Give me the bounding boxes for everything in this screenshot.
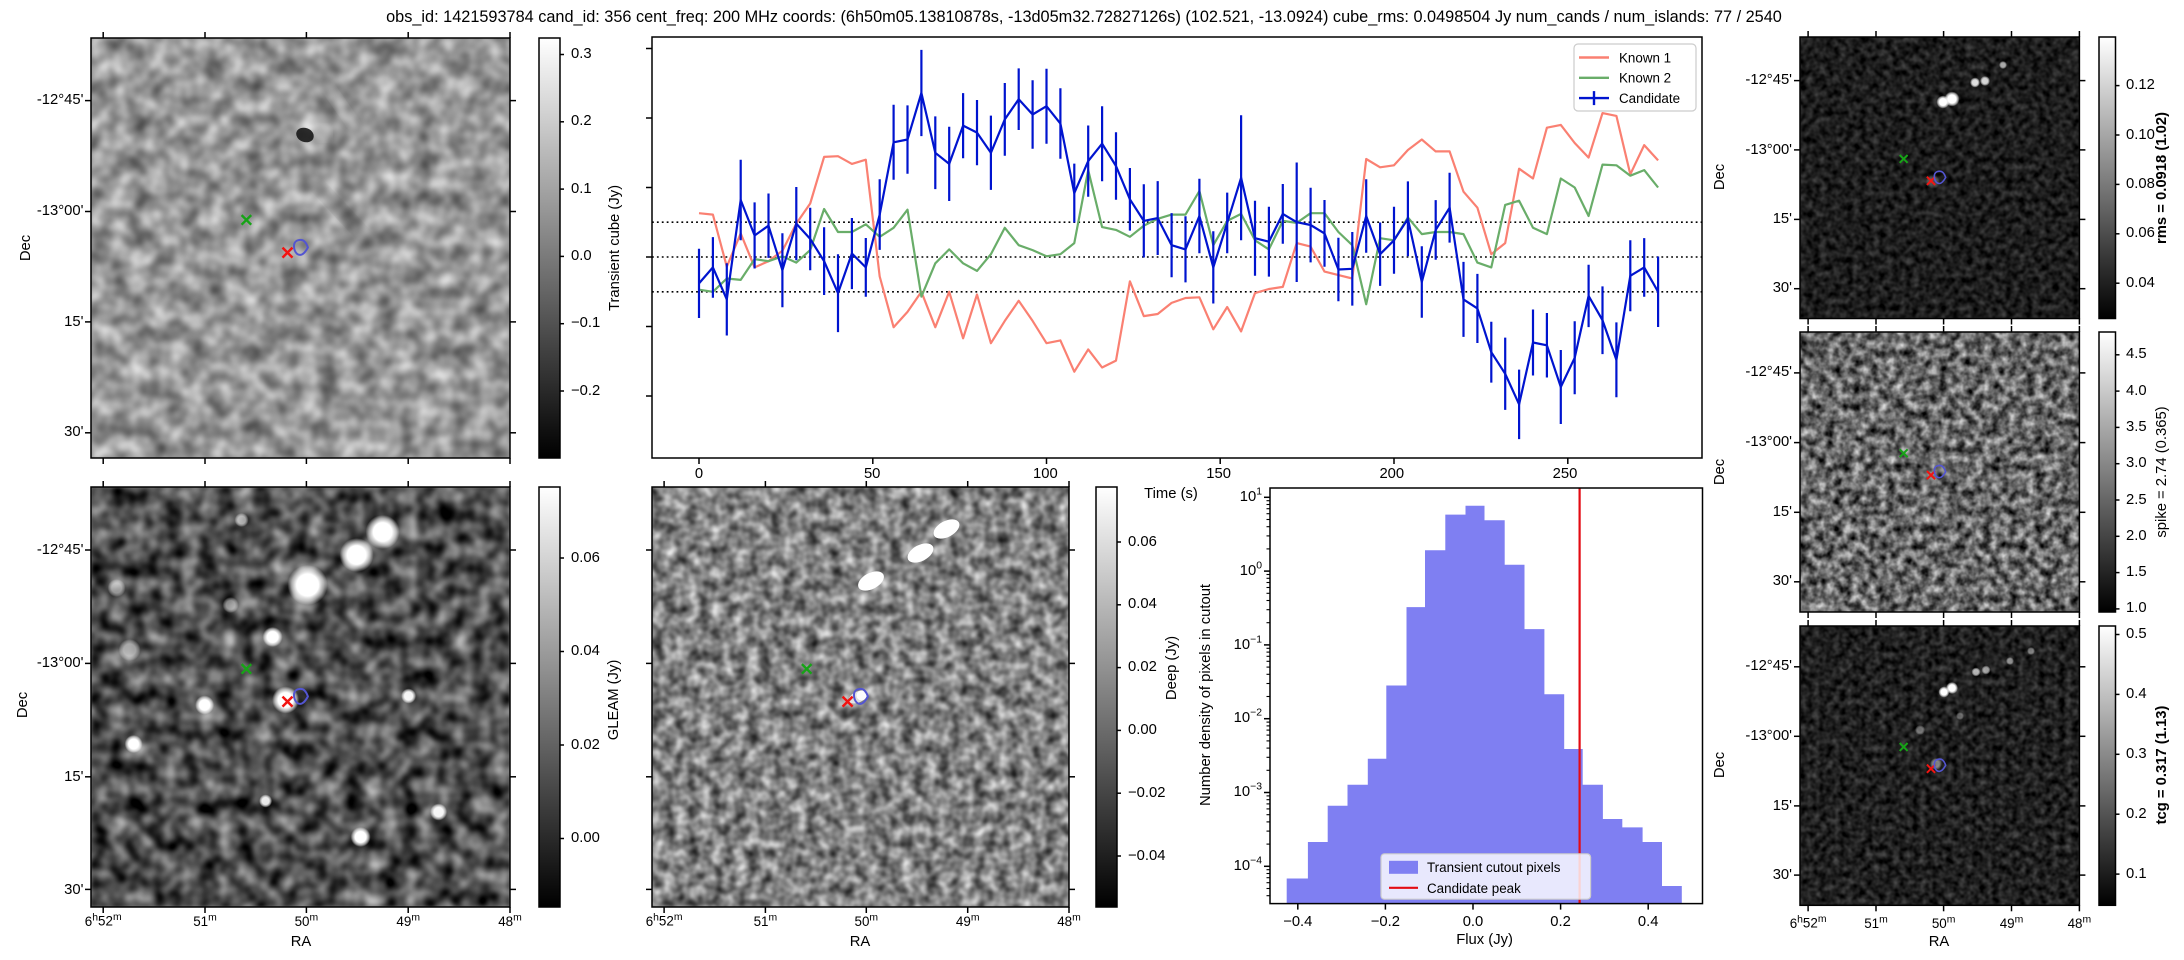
svg-text:50m: 50m bbox=[1932, 915, 1956, 932]
svg-text:Transient cube (Jy): Transient cube (Jy) bbox=[607, 185, 623, 311]
svg-text:50m: 50m bbox=[295, 912, 319, 929]
svg-text:spike = 2.74 (0.365): spike = 2.74 (0.365) bbox=[2154, 406, 2170, 537]
svg-text:tcg = 0.317 (1.13): tcg = 0.317 (1.13) bbox=[2154, 706, 2170, 825]
svg-text:6h52m: 6h52m bbox=[646, 912, 683, 929]
svg-text:Transient cutout pixels: Transient cutout pixels bbox=[1427, 859, 1561, 874]
svg-text:10−3: 10−3 bbox=[1234, 782, 1263, 801]
svg-text:6h52m: 6h52m bbox=[1790, 914, 1827, 931]
svg-text:Dec: Dec bbox=[1712, 751, 1728, 778]
svg-text:Known 1: Known 1 bbox=[1619, 50, 1671, 65]
svg-text:Dec: Dec bbox=[15, 691, 31, 718]
svg-text:10−2: 10−2 bbox=[1234, 708, 1263, 727]
svg-text:Number density of pixels in cu: Number density of pixels in cutout bbox=[1198, 584, 1214, 806]
svg-text:Deep (Jy): Deep (Jy) bbox=[1164, 636, 1180, 700]
svg-text:Candidate: Candidate bbox=[1619, 91, 1680, 106]
svg-text:100: 100 bbox=[1240, 560, 1262, 579]
svg-text:48m: 48m bbox=[1057, 912, 1081, 929]
svg-text:51m: 51m bbox=[1864, 915, 1888, 932]
svg-text:48m: 48m bbox=[2068, 915, 2092, 932]
svg-text:Candidate peak: Candidate peak bbox=[1427, 880, 1521, 895]
svg-text:Dec: Dec bbox=[1712, 163, 1728, 190]
svg-text:49m: 49m bbox=[397, 912, 421, 929]
svg-text:GLEAM (Jy): GLEAM (Jy) bbox=[606, 660, 622, 741]
svg-text:101: 101 bbox=[1240, 487, 1262, 506]
svg-text:50m: 50m bbox=[855, 912, 879, 929]
svg-text:10−1: 10−1 bbox=[1234, 634, 1263, 653]
svg-text:Known 2: Known 2 bbox=[1619, 71, 1671, 86]
svg-text:48m: 48m bbox=[499, 912, 523, 929]
svg-text:rms = 0.0918 (1.02): rms = 0.0918 (1.02) bbox=[2154, 112, 2170, 244]
svg-text:10−4: 10−4 bbox=[1234, 856, 1263, 875]
svg-text:6h52m: 6h52m bbox=[85, 912, 122, 929]
svg-text:49m: 49m bbox=[2000, 915, 2024, 932]
svg-text:Dec: Dec bbox=[18, 234, 34, 261]
svg-text:51m: 51m bbox=[754, 912, 778, 929]
svg-text:51m: 51m bbox=[194, 912, 218, 929]
svg-text:Dec: Dec bbox=[1712, 458, 1728, 485]
svg-text:49m: 49m bbox=[956, 912, 980, 929]
